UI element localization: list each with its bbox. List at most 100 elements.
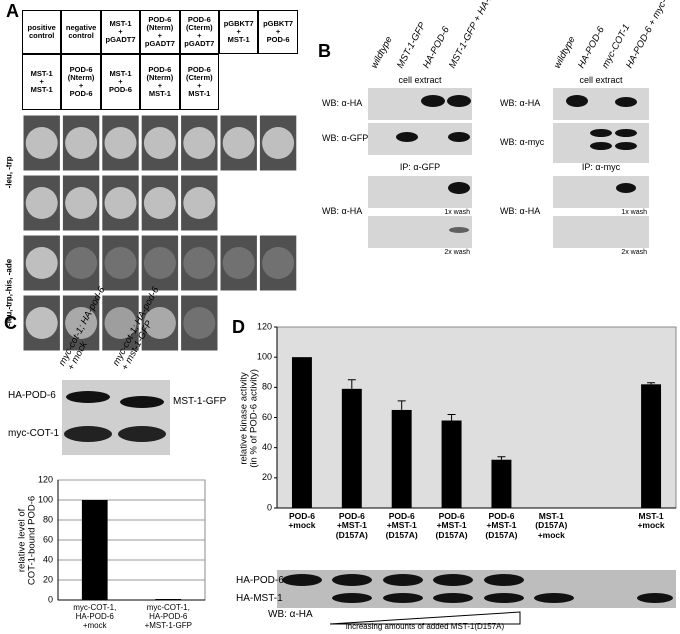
y-tick-label: 0: [267, 502, 272, 512]
yeast-spot: [25, 127, 58, 159]
header-cell: pGBKT7 + MST-1: [219, 10, 259, 54]
yeast-spot: [183, 187, 216, 219]
yeast-spot: [65, 187, 98, 219]
panel-label: B: [318, 41, 331, 61]
yeast-spot: [183, 247, 216, 279]
wash-label: 1x wash: [621, 209, 647, 216]
plate-cell: [140, 234, 180, 292]
wb-label: WB: α-HA: [500, 98, 541, 108]
bar: [441, 420, 462, 508]
yeast-spot: [25, 187, 58, 219]
yeast-spot: [65, 247, 98, 279]
blot-label: HA-POD-6: [8, 390, 56, 401]
yeast-spot: [183, 127, 216, 159]
panel-label: A: [6, 1, 19, 21]
bar: [341, 388, 362, 508]
header-cell: POD-6 (Cterm) + pGADT7: [179, 10, 219, 54]
y-tick-label: 40: [262, 442, 272, 452]
error-bar: [497, 456, 506, 460]
blot-label: HA-POD-6: [236, 575, 284, 586]
x-tick-label: myc-COT-1, HA-POD-6 +mock: [73, 603, 117, 630]
y-axis-label: relative kinase activity (in % of POD-6 …: [238, 368, 260, 468]
wb-label: WB: α-HA: [322, 206, 363, 216]
plate-cell: [258, 234, 298, 292]
bar: [491, 459, 512, 508]
yeast-spot: [65, 127, 98, 159]
bar: [81, 500, 108, 600]
header-cell: pGBKT7 + POD-6: [258, 10, 298, 54]
yeast-spot: [262, 247, 295, 279]
y-tick-label: 80: [262, 382, 272, 392]
plate-cell: [101, 234, 140, 292]
y-tick-label: 40: [43, 554, 53, 564]
yeast-spot: [104, 127, 137, 159]
bar: [155, 599, 182, 600]
blot-label: MST-1-GFP: [173, 396, 227, 407]
yeast-spot: [25, 247, 58, 279]
section-label: cell extract: [398, 75, 442, 85]
header-cell: POD-6 (Nterm) + pGADT7: [140, 10, 180, 54]
x-tick-label: POD-6 +mock: [288, 511, 316, 531]
y-tick-label: 120: [38, 474, 53, 484]
header-cell: positive control: [22, 10, 62, 54]
bands-b: [396, 95, 637, 233]
row-label: -leu, -trp: [4, 156, 14, 189]
y-tick-label: 100: [257, 352, 272, 362]
blot-label: myc-COT-1: [8, 428, 60, 439]
header-cell: MST-1 + POD-6: [100, 54, 141, 110]
section-label: cell extract: [579, 75, 623, 85]
bar: [641, 384, 662, 508]
section-label: IP: α-GFP: [399, 162, 441, 172]
x-tick-label: MST-1 (D157A) +mock: [535, 511, 568, 540]
wash-label: 1x wash: [444, 209, 470, 216]
yeast-spot: [143, 247, 176, 279]
header-cell: MST-1 + pGADT7: [100, 10, 141, 54]
panel-label: D: [232, 317, 245, 337]
x-tick-label: myc-COT-1, HA-POD-6 +MST-1-GFP: [144, 603, 192, 630]
y-tick-label: 60: [262, 412, 272, 422]
wash-label: 2x wash: [621, 249, 647, 256]
yeast-spot: [222, 127, 255, 159]
x-tick-label: POD-6 +MST-1 (D157A): [385, 511, 418, 540]
plate-cell: [61, 234, 101, 292]
y-tick-label: 0: [48, 594, 53, 604]
x-tick-label: POD-6 +MST-1 (D157A): [485, 511, 518, 540]
wb-label: WB: α-HA: [322, 98, 363, 108]
panel-label: C: [4, 313, 17, 333]
yeast-spot: [104, 307, 137, 339]
bar: [391, 409, 412, 508]
yeast-spot: [25, 307, 58, 339]
y-tick-label: 20: [43, 574, 53, 584]
blot-c: [62, 380, 170, 455]
yeast-spot: [104, 247, 137, 279]
gradient-label: increasing amounts of added MST-1(D157A): [345, 622, 505, 631]
row-label: -leu,-trp,-his, -ade: [4, 258, 14, 326]
yeast-spot: [222, 247, 255, 279]
wb-label: WB: α-HA: [500, 206, 541, 216]
y-tick-label: 120: [257, 321, 272, 331]
yeast-spot: [143, 187, 176, 219]
y-tick-label: 80: [43, 514, 53, 524]
x-tick-label: POD-6 +MST-1 (D157A): [435, 511, 468, 540]
error-bar: [347, 379, 356, 389]
yeast-spot: [143, 307, 176, 339]
blot-d: [277, 570, 676, 625]
wash-label: 2x wash: [444, 249, 470, 256]
header-cell: POD-6 (Nterm) + POD-6: [61, 54, 101, 110]
plate-cell: [180, 234, 219, 292]
x-tick-label: MST-1 +mock: [637, 511, 665, 531]
plate-cell: [180, 294, 219, 352]
y-axis-label: relative level of COT-1-bound POD-6: [16, 495, 38, 586]
wb-label: WB: α-myc: [500, 137, 545, 147]
header-cell: POD-6 (Cterm) + MST-1: [179, 54, 219, 110]
x-tick-label: POD-6 +MST-1 (D157A): [335, 511, 368, 540]
plate-cell: [219, 234, 258, 292]
yeast-spot: [143, 127, 176, 159]
yeast-spot: [65, 307, 98, 339]
yeast-spot: [262, 127, 295, 159]
y-tick-label: 100: [38, 494, 53, 504]
y-tick-label: 60: [43, 534, 53, 544]
wb-label: WB: α-HA: [268, 609, 313, 620]
